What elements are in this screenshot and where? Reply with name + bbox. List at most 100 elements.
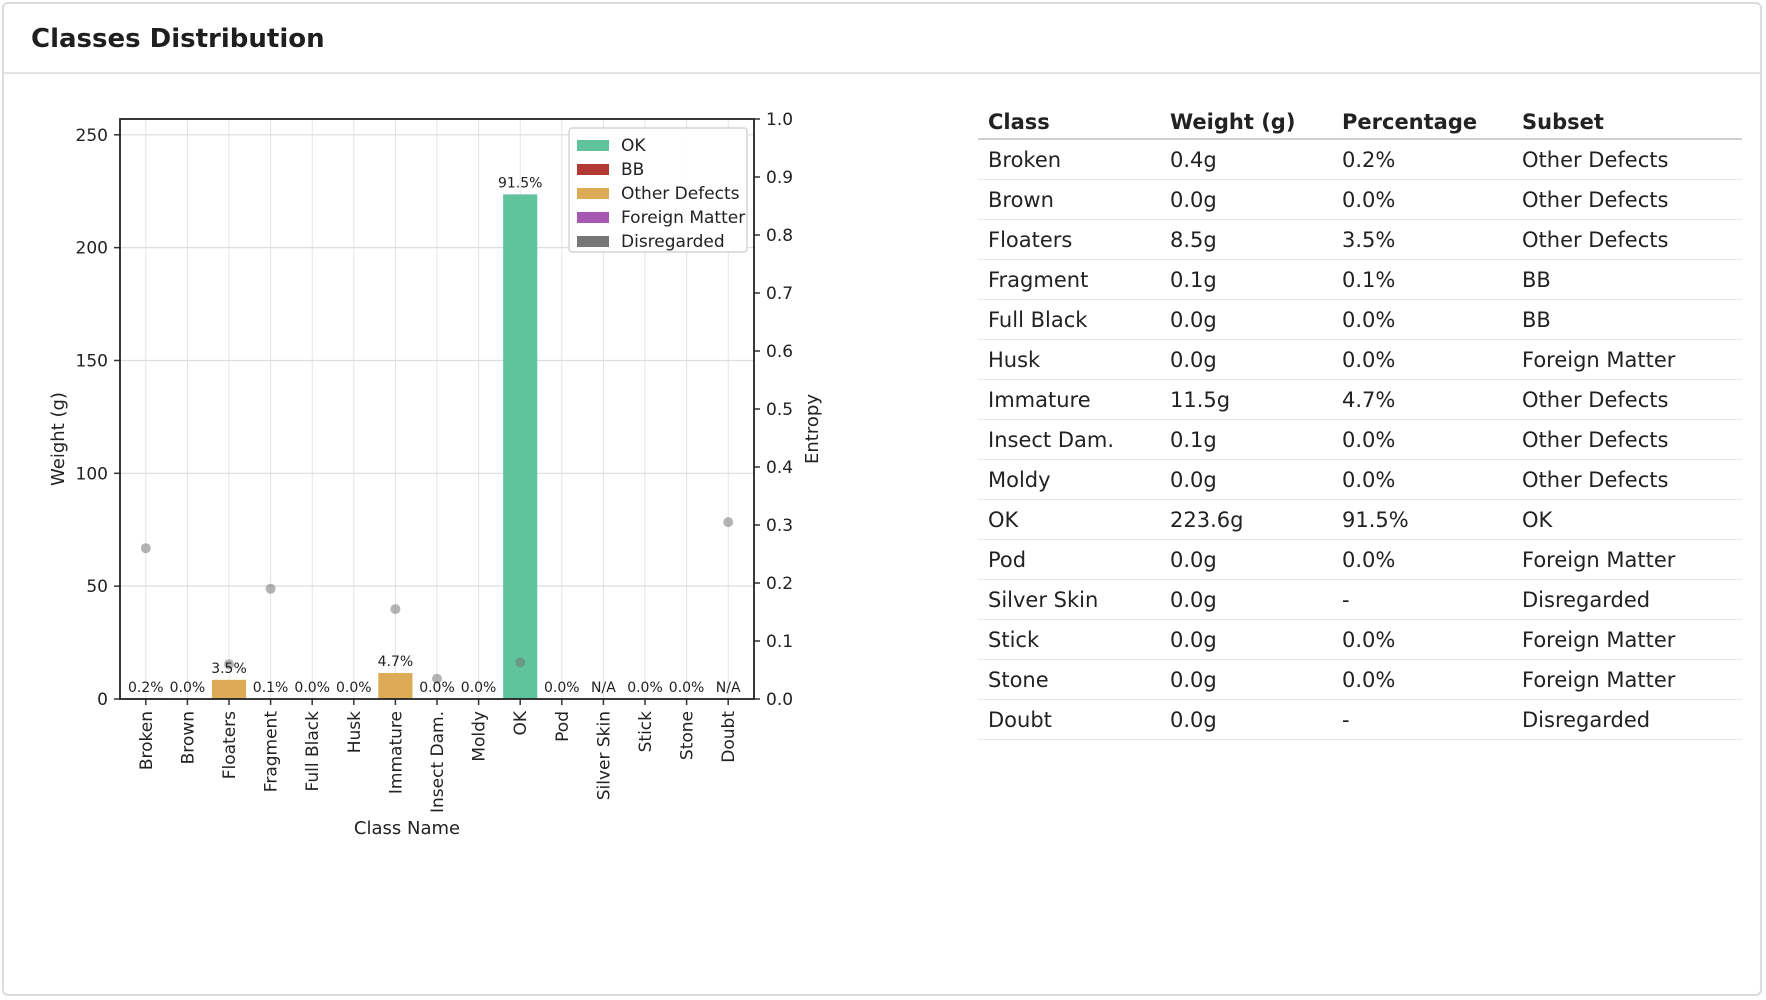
cell-percentage: 0.0% <box>1332 619 1512 660</box>
bar-label: 0.0% <box>461 680 497 696</box>
table-row: Moldy 0.0g 0.0% Other Defects <box>978 459 1742 500</box>
legend-swatch <box>577 188 609 199</box>
cell-weight: 0.0g <box>1160 179 1332 220</box>
legend-label: OK <box>621 136 646 156</box>
cell-class: Doubt <box>978 699 1160 740</box>
bar-label: N/A <box>591 680 616 696</box>
cell-weight: 0.0g <box>1160 699 1332 740</box>
table-body: Broken 0.4g 0.2% Other Defects Brown 0.0g 0.0%… <box>978 139 1742 740</box>
table-row: Doubt 0.0g - Disregarded <box>978 699 1742 740</box>
cell-weight: 223.6g <box>1160 499 1332 540</box>
cell-percentage: 4.7% <box>1332 379 1512 420</box>
bar-label: 0.0% <box>669 680 705 696</box>
table-row: Stone 0.0g 0.0% Foreign Matter <box>978 659 1742 700</box>
table-row: Brown 0.0g 0.0% Other Defects <box>978 179 1742 220</box>
bar <box>211 679 247 699</box>
legend-swatch <box>577 236 609 247</box>
cell-subset: Other Defects <box>1512 419 1742 460</box>
x-tick-label: Doubt <box>719 711 739 763</box>
cell-subset: Foreign Matter <box>1512 659 1742 700</box>
x-tick-label: Silver Skin <box>594 711 614 800</box>
table-row: Husk 0.0g 0.0% Foreign Matter <box>978 339 1742 380</box>
bar-label: 4.7% <box>378 654 414 670</box>
cell-class: Immature <box>978 379 1160 420</box>
bar-label: 0.0% <box>627 680 663 696</box>
table-row: Immature 11.5g 4.7% Other Defects <box>978 379 1742 420</box>
y2-tick-label: 0.7 <box>766 284 793 304</box>
y2-tick-label: 0.0 <box>766 690 793 710</box>
y2-tick-label: 0.2 <box>766 574 793 594</box>
cell-percentage: 0.0% <box>1332 659 1512 700</box>
y-tick-label: 150 <box>76 351 108 371</box>
table-row: Full Black 0.0g 0.0% BB <box>978 299 1742 340</box>
table-row: Fragment 0.1g 0.1% BB <box>978 259 1742 300</box>
cell-weight: 0.4g <box>1160 139 1332 180</box>
card-title: Classes Distribution <box>31 24 325 54</box>
bar-label: 0.0% <box>170 680 206 696</box>
classes-table: Class Weight (g) Percentage Subset Broke… <box>978 106 1742 740</box>
entropy-point <box>432 673 442 684</box>
x-tick-label: Insect Dam. <box>428 711 448 813</box>
cell-class: Silver Skin <box>978 579 1160 620</box>
cell-subset: BB <box>1512 259 1742 300</box>
cell-class: Husk <box>978 339 1160 380</box>
cell-weight: 0.0g <box>1160 579 1332 620</box>
table-row: Stick 0.0g 0.0% Foreign Matter <box>978 619 1742 660</box>
y2-tick-label: 0.5 <box>766 400 793 420</box>
cell-percentage: 91.5% <box>1332 499 1512 540</box>
bar-label: 0.2% <box>128 680 164 696</box>
x-tick-label: Moldy <box>470 711 490 762</box>
legend-label: Foreign Matter <box>621 208 745 228</box>
x-tick-label: Broken <box>137 711 157 770</box>
y2-tick-label: 0.9 <box>766 168 793 188</box>
cell-subset: Disregarded <box>1512 699 1742 740</box>
y2-tick-label: 0.4 <box>766 458 793 478</box>
cell-weight: 0.1g <box>1160 419 1332 460</box>
cell-subset: Other Defects <box>1512 179 1742 220</box>
cell-subset: OK <box>1512 499 1742 540</box>
cell-class: Stone <box>978 659 1160 700</box>
y-tick-label: 250 <box>76 126 108 146</box>
x-tick-label: Immature <box>386 711 406 794</box>
bar-label: 3.5% <box>211 661 247 677</box>
cell-percentage: 0.2% <box>1332 139 1512 180</box>
y-tick-label: 0 <box>97 690 108 710</box>
legend-label: BB <box>621 160 644 180</box>
cell-class: Broken <box>978 139 1160 180</box>
legend-swatch <box>577 212 609 223</box>
cell-percentage: 0.0% <box>1332 459 1512 500</box>
cell-percentage: 0.0% <box>1332 419 1512 460</box>
cell-class: Stick <box>978 619 1160 660</box>
x-axis-label: Class Name <box>354 818 460 839</box>
cell-class: Brown <box>978 179 1160 220</box>
cell-percentage: - <box>1332 699 1512 740</box>
table-row: OK 223.6g 91.5% OK <box>978 499 1742 540</box>
cell-class: Full Black <box>978 299 1160 340</box>
bar-label: 0.1% <box>253 680 289 696</box>
classes-table-container: Class Weight (g) Percentage Subset Broke… <box>978 106 1742 740</box>
x-tick-label: Full Black <box>303 711 323 792</box>
cell-weight: 11.5g <box>1160 379 1332 420</box>
y2-tick-label: 0.1 <box>766 632 793 652</box>
table-row: Silver Skin 0.0g - Disregarded <box>978 579 1742 620</box>
card-header: Classes Distribution <box>4 4 1760 74</box>
x-tick-label: Floaters <box>220 711 240 779</box>
table-row: Insect Dam. 0.1g 0.0% Other Defects <box>978 419 1742 460</box>
cell-class: Fragment <box>978 259 1160 300</box>
col-header-weight: Weight (g) <box>1160 106 1332 140</box>
cell-percentage: 0.0% <box>1332 299 1512 340</box>
classes-bar-chart: 0 50 100 150 200 250 0.0 0.1 0.2 0.3 0.4 0.5 0.6 0.7 0… <box>48 110 823 839</box>
cell-weight: 0.1g <box>1160 259 1332 300</box>
y2-tick-label: 0.8 <box>766 226 793 246</box>
cell-weight: 0.0g <box>1160 539 1332 580</box>
entropy-point <box>723 517 734 528</box>
x-tick-label: OK <box>511 710 531 735</box>
cell-class: Pod <box>978 539 1160 580</box>
cell-subset: Other Defects <box>1512 459 1742 500</box>
entropy-point <box>390 604 401 615</box>
cell-weight: 0.0g <box>1160 339 1332 380</box>
bar-label: 0.0% <box>419 680 455 696</box>
cell-subset: Disregarded <box>1512 579 1742 620</box>
bar-label: 0.0% <box>336 680 372 696</box>
